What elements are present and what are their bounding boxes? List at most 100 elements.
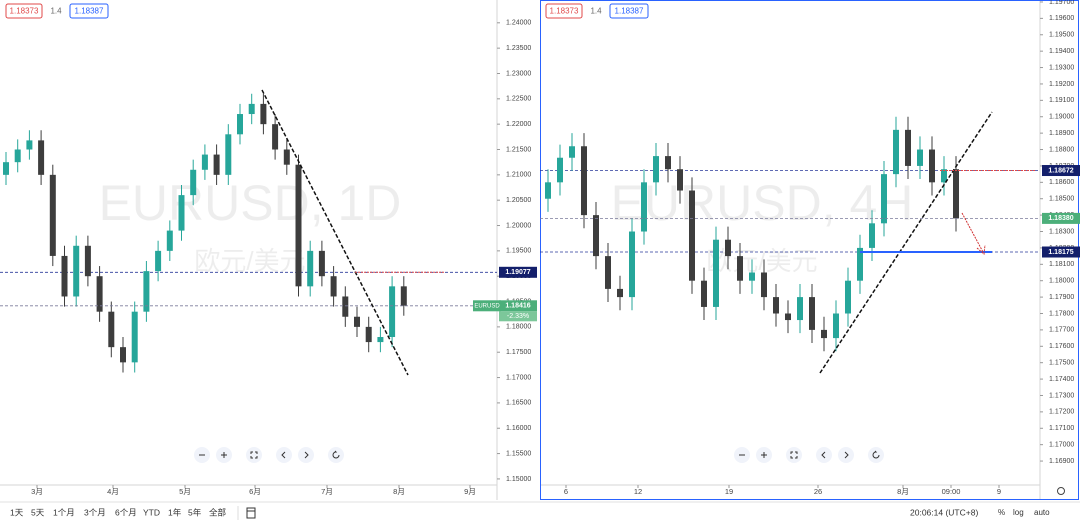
legend-box xyxy=(5,3,43,19)
candle-body xyxy=(213,154,220,175)
arrow-drawing xyxy=(961,212,986,255)
candle-body xyxy=(155,250,162,272)
legend-value: 1.18387 xyxy=(615,7,644,16)
y-tick-label: 1.19700 xyxy=(1049,0,1074,6)
y-tick-label: 1.17300 xyxy=(1049,392,1074,399)
range-button[interactable]: 1个月 xyxy=(53,507,75,517)
range-button[interactable]: 全部 xyxy=(209,507,227,517)
candle-body xyxy=(905,129,911,166)
y-tick-label: 1.16500 xyxy=(506,400,531,407)
y-tick-label: 1.19500 xyxy=(506,248,531,255)
nav-button[interactable] xyxy=(328,447,344,463)
range-button[interactable]: 3个月 xyxy=(84,507,106,517)
range-button[interactable]: YTD xyxy=(143,507,160,517)
candle-body xyxy=(713,239,719,307)
x-tick-label: 4月 xyxy=(107,487,119,496)
legend-box xyxy=(609,3,649,19)
candle-body xyxy=(61,255,68,297)
candle-body xyxy=(307,250,314,287)
legend-value: 1.18387 xyxy=(75,7,104,16)
last-price-label: 1.18416 xyxy=(505,303,530,310)
y-tick-label: 1.18800 xyxy=(1049,146,1074,153)
candle-body xyxy=(178,195,185,231)
legend-value: 1.4 xyxy=(590,7,602,16)
scale-option[interactable]: % xyxy=(998,508,1005,517)
x-tick-label: 8月 xyxy=(897,487,909,496)
last-price-box xyxy=(499,300,537,312)
candle-body xyxy=(3,162,9,175)
nav-button[interactable] xyxy=(276,447,292,463)
symbol-label: EURUSD xyxy=(474,303,500,309)
y-tick-label: 1.23500 xyxy=(506,45,531,52)
nav-button[interactable] xyxy=(816,447,832,463)
nav-button[interactable] xyxy=(838,447,854,463)
nav-icon xyxy=(332,450,340,459)
candle-body xyxy=(581,146,587,216)
candle-body xyxy=(120,347,126,363)
nav-button[interactable] xyxy=(298,447,314,463)
y-tick-label: 1.21500 xyxy=(506,146,531,153)
nav-icon xyxy=(761,452,767,458)
watermark-title: EURUSD, 1D xyxy=(99,175,402,231)
y-tick-label: 1.17500 xyxy=(1049,360,1074,367)
candle-body xyxy=(797,297,803,321)
nav-icon xyxy=(790,451,798,459)
y-tick-label: 1.16900 xyxy=(1049,458,1074,465)
nav-icon xyxy=(281,451,286,459)
y-tick-label: 1.20500 xyxy=(506,197,531,204)
candle-body xyxy=(26,140,33,150)
y-tick-label: 1.19600 xyxy=(1049,15,1074,22)
candle-body xyxy=(641,182,647,232)
candle-body xyxy=(354,316,360,327)
candle-body xyxy=(400,286,407,306)
candle-body xyxy=(283,149,290,165)
y-tick-label: 1.22500 xyxy=(506,96,531,103)
x-tick-label: 12 xyxy=(634,487,642,496)
y-tick-label: 1.17100 xyxy=(1049,425,1074,432)
nav-button[interactable] xyxy=(868,447,884,463)
candle-body xyxy=(785,313,791,321)
nav-button[interactable] xyxy=(246,447,262,463)
y-tick-label: 1.21000 xyxy=(506,172,531,179)
candle-body xyxy=(665,156,671,170)
candle-body xyxy=(295,164,302,287)
candle-body xyxy=(545,182,551,199)
scale-option[interactable]: auto xyxy=(1034,508,1050,517)
range-button[interactable]: 1天 xyxy=(10,507,24,517)
candle-body xyxy=(143,271,150,312)
y-tick-label: 1.18100 xyxy=(1049,261,1074,268)
calendar-icon[interactable] xyxy=(246,507,256,519)
last-price-label: 1.18380 xyxy=(1048,215,1073,222)
candle-body xyxy=(201,154,208,170)
range-button[interactable]: 5年 xyxy=(188,507,202,517)
candle-body xyxy=(917,149,923,166)
range-button[interactable]: 1年 xyxy=(168,507,182,517)
candle-body xyxy=(869,223,875,248)
x-tick-label: 09:00 xyxy=(942,487,961,496)
y-tick-label: 1.20000 xyxy=(506,222,531,229)
candle-body xyxy=(38,140,45,175)
nav-icon xyxy=(844,451,849,459)
nav-button[interactable] xyxy=(786,447,802,463)
change-label: -2.33% xyxy=(507,313,529,320)
y-tick-label: 1.17800 xyxy=(1049,310,1074,317)
legend-box xyxy=(545,3,583,19)
y-tick-label: 1.18600 xyxy=(1049,179,1074,186)
y-tick-label: 1.17000 xyxy=(1049,442,1074,449)
nav-icon xyxy=(872,450,880,459)
candle-body xyxy=(605,256,611,289)
range-button[interactable]: 5天 xyxy=(31,507,45,517)
watermark-subtitle: 欧元/美元 xyxy=(706,246,817,276)
candle-body xyxy=(833,313,839,339)
nav-icon xyxy=(304,451,309,459)
x-tick-label: 19 xyxy=(725,487,733,496)
candle-body xyxy=(49,174,56,256)
settings-icon[interactable] xyxy=(1057,487,1065,495)
range-button[interactable]: 6个月 xyxy=(115,507,137,517)
scale-option[interactable]: log xyxy=(1013,508,1024,517)
candle-body xyxy=(617,288,623,298)
nav-icon xyxy=(250,451,258,459)
candle-body xyxy=(84,245,91,277)
clock: 20:06:14 (UTC+8) xyxy=(910,507,978,517)
